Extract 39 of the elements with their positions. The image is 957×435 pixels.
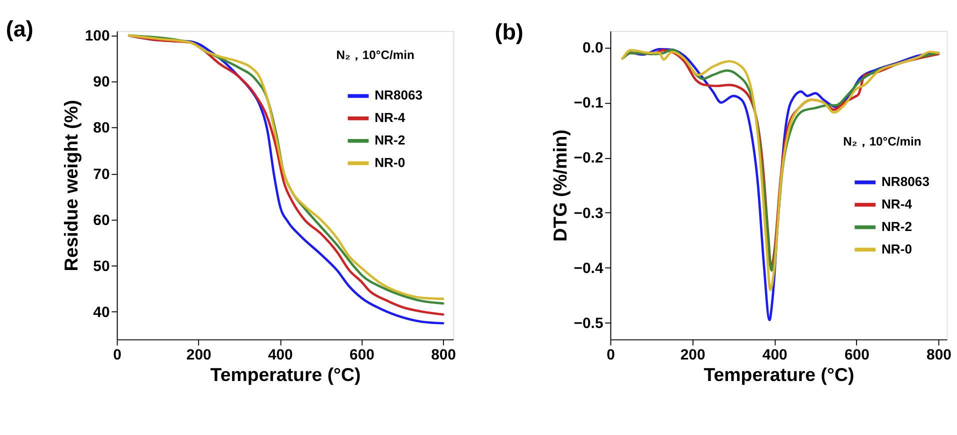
x-tick-label: 800 (926, 346, 952, 364)
chart-title: (a) (6, 16, 34, 42)
legend-label: NR-2 (881, 218, 912, 234)
y-tick-label: 70 (93, 166, 110, 183)
legend-label: NR-2 (374, 132, 406, 148)
x-tick-label: 600 (350, 346, 374, 364)
y-axis-title: Residue weight (%) (60, 100, 82, 272)
legend-label: NR8063 (374, 88, 423, 103)
x-tick-label: 200 (680, 346, 706, 364)
y-tick-label: 80 (93, 120, 110, 137)
x-tick-label: 0 (606, 346, 615, 364)
legend-label: NR-0 (881, 241, 912, 256)
x-tick-label: 800 (431, 346, 456, 364)
y-tick-label: 60 (93, 212, 110, 229)
annotation: N₂，10°C/min (336, 48, 414, 62)
legend-label: NR-4 (374, 110, 406, 126)
y-tick-label: −0.1 (574, 94, 604, 112)
legend-label: NR-4 (881, 196, 913, 212)
x-axis-title: Temperature (°C) (210, 364, 361, 385)
y-tick-label: −0.2 (574, 150, 604, 167)
legend-label: NR-0 (374, 155, 406, 170)
x-tick-label: 400 (268, 346, 293, 364)
y-tick-label: 90 (93, 74, 110, 91)
y-tick-label: 0.0 (582, 40, 604, 57)
x-axis-title: Temperature (°C) (704, 364, 854, 385)
x-tick-label: 200 (186, 346, 212, 364)
chart-title: (b) (494, 19, 524, 44)
annotation: N₂，10°C/min (843, 134, 922, 148)
y-tick-label: −0.3 (574, 204, 604, 222)
y-tick-label: 40 (93, 304, 110, 321)
x-tick-label: 0 (113, 346, 122, 364)
y-tick-label: −0.4 (574, 260, 604, 277)
x-tick-label: 600 (844, 346, 870, 364)
y-tick-label: 100 (84, 28, 110, 45)
y-axis-title: DTG (%/min) (549, 130, 570, 242)
x-tick-label: 400 (762, 346, 788, 364)
y-tick-label: −0.5 (574, 314, 604, 332)
y-tick-label: 50 (93, 258, 110, 275)
legend-label: NR8063 (881, 174, 930, 190)
